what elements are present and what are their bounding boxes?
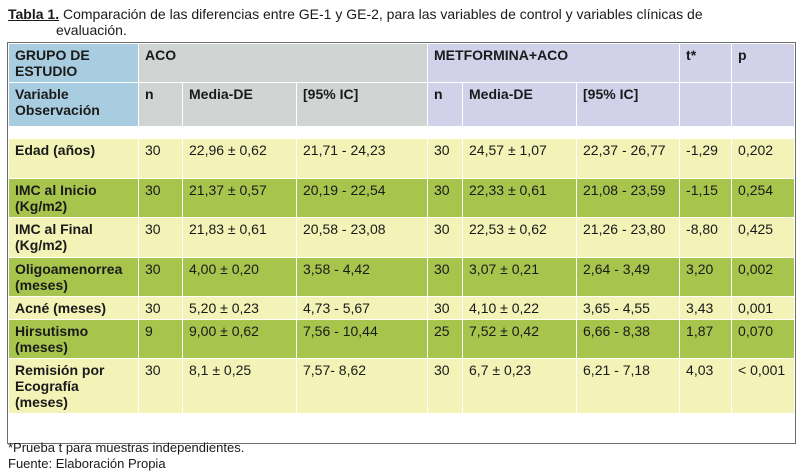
table-row: Acné (meses) 30 5,20 ± 0,23 4,73 - 5,67 30 4,… [8, 296, 796, 320]
cell-aco-ic: 7,57- 8,62 [295, 358, 429, 414]
table-row: IMC al Final (Kg/m2) 30 21,83 ± 0,61 20,58 … [8, 217, 796, 258]
header-aco-n: n [138, 82, 183, 127]
cell-p: 0,002 [731, 257, 796, 297]
header-t: t* [679, 43, 733, 83]
table-row: Oligoamenorrea (meses) 30 4,00 ± 0,20 3,58 … [8, 257, 796, 297]
table-row: Remisión por Ecografía (meses) 30 8,1 ± 0,… [8, 358, 796, 414]
header-p: p [731, 43, 796, 83]
cell-met-ic: 6,66 - 8,38 [576, 319, 681, 359]
spacer-row [7, 126, 796, 139]
cell-aco-ic: 7,56 - 10,44 [295, 319, 429, 359]
cell-aco-n: 30 [138, 217, 183, 258]
cell-aco-ic: 3,58 - 4,42 [295, 257, 429, 297]
cell-met-media: 22,53 ± 0,62 [462, 217, 578, 258]
cell-variable: IMC al Inicio (Kg/m2) [8, 178, 139, 218]
header-aco-ic: [95% IC] [295, 82, 429, 127]
cell-met-n: 30 [427, 138, 464, 179]
cell-aco-media: 22,96 ± 0,62 [182, 138, 297, 179]
header-group: GRUPO DE ESTUDIO [8, 43, 139, 83]
cell-p: 0,202 [731, 138, 796, 179]
cell-met-media: 22,33 ± 0,61 [462, 178, 578, 218]
cell-variable: Edad (años) [8, 138, 139, 179]
header-aco-media: Media-DE [182, 82, 297, 127]
cell-met-n: 30 [427, 217, 464, 258]
cell-aco-media: 5,20 ± 0,23 [182, 296, 297, 320]
cell-variable: IMC al Final (Kg/m2) [8, 217, 139, 258]
header-met-n: n [427, 82, 464, 127]
cell-met-ic: 21,08 - 23,59 [576, 178, 681, 218]
cell-aco-ic: 20,58 - 23,08 [295, 217, 429, 258]
cell-p: < 0,001 [731, 358, 796, 414]
cell-variable: Remisión por Ecografía (meses) [8, 358, 139, 414]
header-row-1: GRUPO DE ESTUDIO ACO METFORMINA+ACO t* p [8, 43, 796, 83]
caption-label: Tabla 1. [8, 6, 60, 22]
cell-aco-ic: 20,19 - 22,54 [295, 178, 429, 218]
cell-aco-media: 8,1 ± 0,25 [182, 358, 297, 414]
cell-aco-ic: 4,73 - 5,67 [295, 296, 429, 320]
cell-variable: Oligoamenorrea (meses) [8, 257, 139, 297]
cell-aco-ic: 21,71 - 24,23 [295, 138, 429, 179]
cell-met-media: 6,7 ± 0,23 [462, 358, 578, 414]
cell-p: 0,425 [731, 217, 796, 258]
header-met-media: Media-DE [462, 82, 578, 127]
cell-aco-n: 30 [138, 257, 183, 297]
cell-aco-n: 30 [138, 296, 183, 320]
cell-aco-media: 21,37 ± 0,57 [182, 178, 297, 218]
cell-t: 1,87 [679, 319, 733, 359]
table-row: Edad (años) 30 22,96 ± 0,62 21,71 - 24,23 30… [8, 138, 796, 179]
footnote-test: *Prueba t para muestras independientes. [8, 440, 245, 455]
cell-aco-n: 30 [138, 178, 183, 218]
cell-p: 0,001 [731, 296, 796, 320]
header-row-2: Variable Observación n Media-DE [95% IC]… [8, 82, 796, 127]
cell-t: 3,43 [679, 296, 733, 320]
cell-met-ic: 21,26 - 23,80 [576, 217, 681, 258]
cell-met-ic: 22,37 - 26,77 [576, 138, 681, 179]
cell-t: 3,20 [679, 257, 733, 297]
cell-p: 0,254 [731, 178, 796, 218]
cell-met-ic: 3,65 - 4,55 [576, 296, 681, 320]
cell-aco-media: 4,00 ± 0,20 [182, 257, 297, 297]
cell-met-n: 25 [427, 319, 464, 359]
cell-t: 4,03 [679, 358, 733, 414]
header-met-ic: [95% IC] [576, 82, 681, 127]
table-row: IMC al Inicio (Kg/m2) 30 21,37 ± 0,57 20,19… [8, 178, 796, 218]
caption-continuation: evaluación. [56, 22, 127, 38]
cell-aco-media: 9,00 ± 0,62 [182, 319, 297, 359]
cell-met-n: 30 [427, 296, 464, 320]
cell-aco-n: 30 [138, 358, 183, 414]
footnote-source: Fuente: Elaboración Propia [8, 456, 166, 471]
cell-met-media: 4,10 ± 0,22 [462, 296, 578, 320]
cell-t: -8,80 [679, 217, 733, 258]
cell-variable: Acné (meses) [8, 296, 139, 320]
cell-met-media: 7,52 ± 0,42 [462, 319, 578, 359]
header-p-blank [731, 82, 796, 127]
cell-met-media: 3,07 ± 0,21 [462, 257, 578, 297]
cell-met-n: 30 [427, 257, 464, 297]
caption-text: Comparación de las diferencias entre GE-… [59, 6, 703, 22]
cell-p: 0,070 [731, 319, 796, 359]
header-t-blank [679, 82, 733, 127]
comparison-table: GRUPO DE ESTUDIO ACO METFORMINA+ACO t* p… [7, 43, 796, 414]
table-caption: Tabla 1. Comparación de las diferencias … [8, 6, 794, 38]
header-metformina: METFORMINA+ACO [427, 43, 681, 83]
table-row: Hirsutismo (meses) 9 9,00 ± 0,62 7,56 - 10,… [8, 319, 796, 359]
header-variable: Variable Observación [8, 82, 139, 127]
cell-t: -1,15 [679, 178, 733, 218]
cell-met-media: 24,57 ± 1,07 [462, 138, 578, 179]
cell-met-n: 30 [427, 358, 464, 414]
cell-aco-n: 9 [138, 319, 183, 359]
cell-met-ic: 6,21 - 7,18 [576, 358, 681, 414]
cell-met-ic: 2,64 - 3,49 [576, 257, 681, 297]
header-aco: ACO [137, 43, 429, 83]
cell-met-n: 30 [427, 178, 464, 218]
cell-variable: Hirsutismo (meses) [8, 319, 139, 359]
cell-aco-n: 30 [138, 138, 183, 179]
cell-aco-media: 21,83 ± 0,61 [182, 217, 297, 258]
cell-t: -1,29 [679, 138, 733, 179]
